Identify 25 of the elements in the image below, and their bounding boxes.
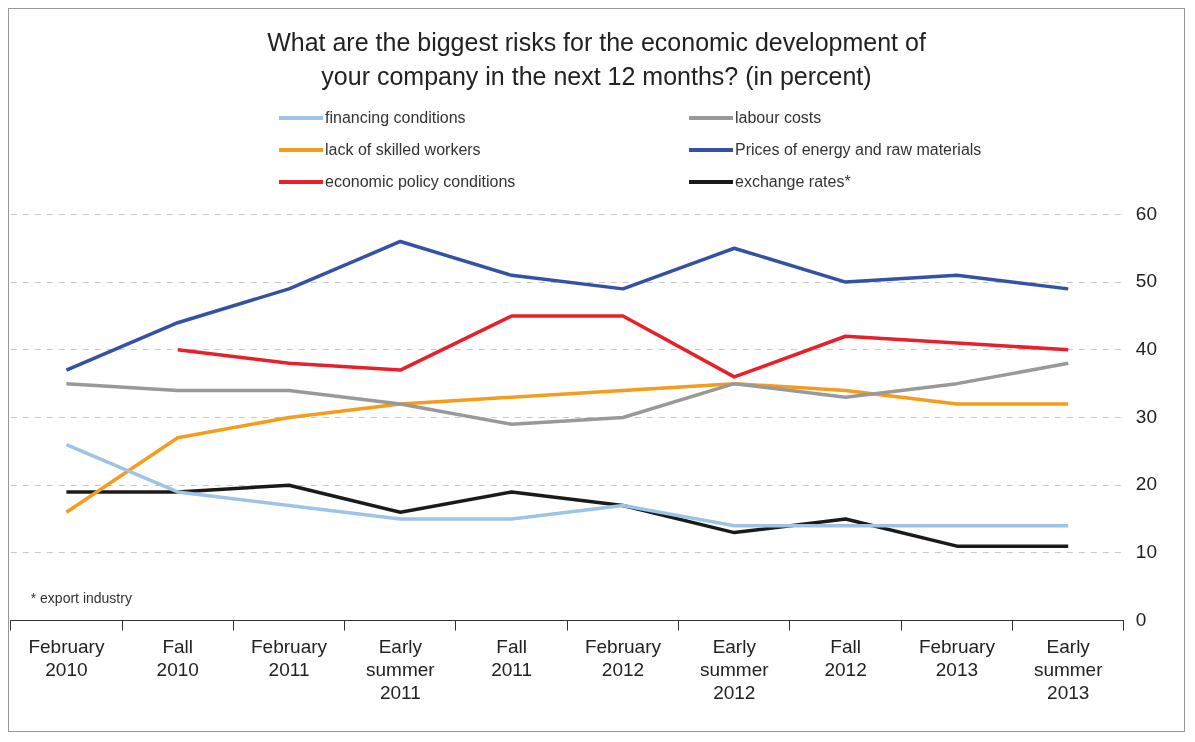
y-tick-label: 20 xyxy=(1135,473,1158,495)
x-tick-label: Fall 2010 xyxy=(156,636,199,681)
chart-title: What are the biggest risks for the economic development of your company in the next 12 months? (in percent) xyxy=(266,27,927,92)
annotation: * export industry xyxy=(30,589,132,606)
x-tick-label: Fall 2011 xyxy=(491,636,533,681)
legend-label: lack of skilled workers xyxy=(325,141,481,159)
x-tick-label: February 2010 xyxy=(28,636,105,681)
y-tick-label: 10 xyxy=(1135,541,1158,563)
y-tick-label: 60 xyxy=(1135,202,1158,224)
x-tick-label: Early summer 2012 xyxy=(699,636,770,703)
x-tick-label: Early summer 2011 xyxy=(366,636,436,703)
x-tick-label: February 2013 xyxy=(918,636,996,681)
y-tick-label: 0 xyxy=(1135,608,1147,630)
legend-label: financing conditions xyxy=(325,109,466,127)
x-tick-label: February 2012 xyxy=(584,636,662,681)
legend-label: economic policy conditions xyxy=(325,173,516,191)
x-tick-label: Early summer 2013 xyxy=(1033,636,1104,703)
x-tick-label: Fall 2012 xyxy=(824,636,867,681)
legend-label: labour costs xyxy=(735,109,822,127)
x-tick-label: February 2011 xyxy=(251,636,328,681)
legend-label: exchange rates* xyxy=(735,173,851,191)
legend-label: Prices of energy and raw materials xyxy=(735,141,982,159)
y-tick-label: 50 xyxy=(1135,270,1158,292)
y-tick-label: 40 xyxy=(1135,338,1158,360)
y-tick-label: 30 xyxy=(1135,405,1158,427)
